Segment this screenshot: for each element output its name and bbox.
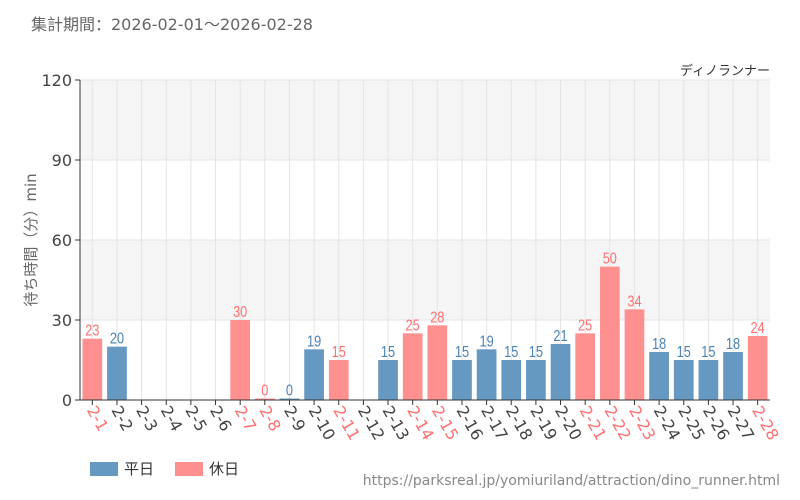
bar-2-18 <box>501 360 522 400</box>
data-label-2-15: 28 <box>430 309 444 327</box>
bar-2-13 <box>378 360 398 400</box>
bar-2-21 <box>575 333 596 400</box>
bar-2-24 <box>649 352 669 400</box>
x-tick-label-2-28: 2-28 <box>748 403 783 444</box>
bar-2-14 <box>402 333 423 400</box>
bar-2-25 <box>673 360 694 400</box>
data-label-2-1: 23 <box>85 322 99 340</box>
data-label-2-10: 19 <box>307 333 321 351</box>
data-label-2-16: 15 <box>455 344 469 362</box>
data-label-2-11: 15 <box>332 344 346 362</box>
bar-2-1 <box>82 338 103 400</box>
bar-2-27 <box>723 352 743 400</box>
grid-band <box>80 240 770 320</box>
x-tick-label-2-9: 2-9 <box>280 403 310 435</box>
legend-label: 平日 <box>124 460 155 478</box>
data-label-2-27: 18 <box>726 336 740 354</box>
bar-2-2 <box>107 346 127 400</box>
data-label-2-9: 0 <box>286 382 293 400</box>
bar-2-8 <box>254 398 275 400</box>
legend-weekday[interactable]: 平日 <box>90 458 154 479</box>
bar-2-16 <box>452 360 472 400</box>
data-label-2-21: 25 <box>578 317 592 335</box>
bar-2-26 <box>698 360 719 400</box>
data-label-2-18: 15 <box>504 344 518 362</box>
x-tick-label-2-8: 2-8 <box>255 403 285 435</box>
y-axis-label: 待ち時間（分）min <box>22 173 40 306</box>
x-tick-label-2-6: 2-6 <box>206 403 236 435</box>
source-url[interactable]: https://parksreal.jp/yomiuriland/attract… <box>362 473 780 489</box>
bar-2-28 <box>747 336 768 400</box>
bar-2-17 <box>476 349 497 400</box>
y-tick-label: 60 <box>52 231 72 250</box>
data-label-2-19: 15 <box>529 344 543 362</box>
period-label: 集計期間：2026-02-01～2026-02-28 <box>31 15 313 34</box>
bar-2-10 <box>304 349 324 400</box>
data-label-2-8: 0 <box>261 382 268 400</box>
bar-2-22 <box>599 266 620 400</box>
data-label-2-20: 21 <box>553 328 567 346</box>
y-tick-label: 90 <box>52 151 72 170</box>
data-label-2-28: 24 <box>751 320 765 338</box>
bar-2-9 <box>279 398 300 400</box>
data-label-2-22: 50 <box>603 250 617 268</box>
grid-band <box>80 80 770 160</box>
data-label-2-25: 15 <box>677 344 691 362</box>
x-tick-label-2-4: 2-4 <box>157 403 187 435</box>
legend-swatch-weekday <box>90 461 118 476</box>
legend-label: 休日 <box>209 460 240 478</box>
data-label-2-13: 15 <box>381 344 395 362</box>
x-tick-label-2-3: 2-3 <box>132 403 162 435</box>
data-label-2-17: 19 <box>479 333 493 351</box>
x-tick-label-2-5: 2-5 <box>181 403 211 435</box>
y-tick-label: 120 <box>41 71 72 90</box>
legend-swatch-holiday <box>175 461 203 476</box>
bar-2-19 <box>526 360 546 400</box>
data-label-2-24: 18 <box>652 336 666 354</box>
legend-holiday[interactable]: 休日 <box>175 458 239 479</box>
bar-2-7 <box>230 320 251 400</box>
data-label-2-23: 34 <box>627 293 641 311</box>
x-tick-label-2-7: 2-7 <box>231 403 261 435</box>
data-label-2-7: 30 <box>233 304 247 322</box>
data-label-2-14: 25 <box>406 317 420 335</box>
y-tick-label: 0 <box>62 391 72 410</box>
bar-2-11 <box>328 360 349 400</box>
bar-2-23 <box>624 309 645 400</box>
x-tick-label-2-2: 2-2 <box>108 403 138 435</box>
y-tick-label: 30 <box>52 311 72 330</box>
chart-title: ディノランナー <box>680 63 770 79</box>
bar-2-20 <box>550 344 571 400</box>
data-label-2-26: 15 <box>701 344 715 362</box>
data-label-2-2: 20 <box>110 330 124 348</box>
bar-2-15 <box>427 325 448 400</box>
x-tick-label-2-1: 2-1 <box>83 403 113 435</box>
